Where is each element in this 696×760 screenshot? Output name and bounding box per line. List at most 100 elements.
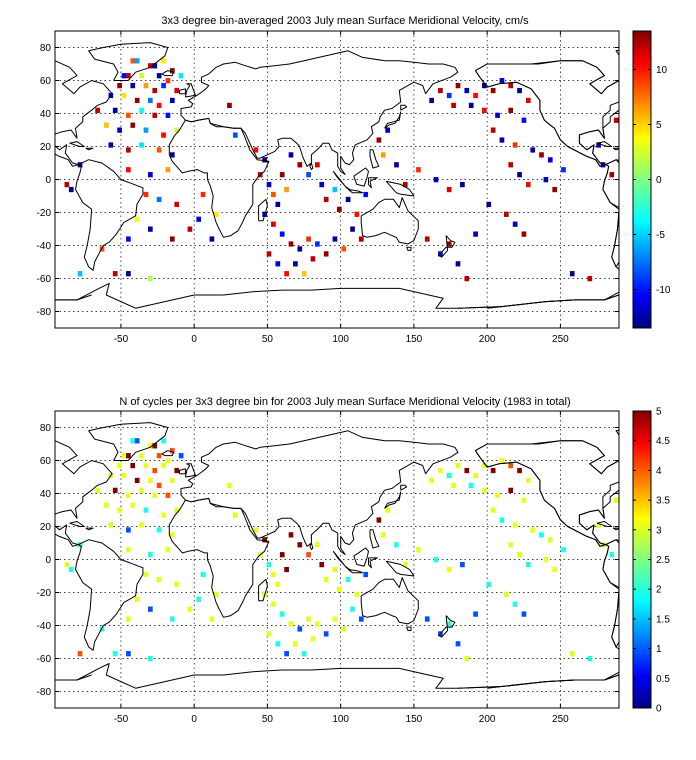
bin-cell — [284, 651, 289, 657]
bin-cell — [64, 181, 70, 188]
colorbar-tick-label: -5 — [656, 230, 665, 241]
bin-cell — [148, 443, 153, 449]
bin-cell — [530, 147, 536, 153]
coastline — [353, 167, 369, 187]
colorbar-tick-label: 5 — [656, 120, 662, 131]
bin-cell — [323, 631, 329, 637]
bin-cell — [156, 147, 162, 153]
bin-cell — [77, 542, 83, 548]
bin-cell — [117, 82, 122, 89]
bin-cell — [178, 73, 184, 79]
y-tick-label: -60 — [37, 654, 52, 665]
bin-cell — [438, 87, 443, 94]
coastline — [406, 246, 412, 251]
coastline — [332, 170, 350, 190]
coastline — [368, 177, 378, 189]
coastline — [457, 674, 619, 689]
bin-cell — [95, 107, 100, 113]
bin-cell — [517, 172, 522, 178]
bin-cell — [156, 527, 162, 533]
bin-cell — [323, 251, 329, 257]
bin-cell — [433, 557, 439, 563]
bin-cell — [253, 147, 259, 153]
bin-cell — [552, 566, 558, 573]
bin-cell — [139, 487, 144, 493]
bin-cell — [332, 236, 338, 242]
bin-cell — [473, 231, 478, 237]
bin-cell — [130, 122, 136, 128]
y-tick-label: -20 — [37, 208, 52, 219]
bin-cell — [380, 152, 386, 158]
bin-cell — [464, 87, 470, 94]
coastline — [332, 550, 350, 570]
bin-cell — [609, 552, 615, 558]
y-tick-label: -20 — [37, 588, 52, 599]
coastline — [368, 557, 378, 569]
bin-cell — [306, 236, 311, 242]
bin-cell — [460, 561, 465, 568]
coastline — [369, 149, 380, 169]
bin-cell — [376, 137, 382, 143]
colorbar-tick-label: 10 — [656, 65, 668, 76]
bin-cell — [561, 167, 566, 173]
bin-cell — [600, 542, 606, 548]
coastline — [179, 88, 186, 95]
bin-cell — [266, 561, 272, 568]
bin-cell — [139, 522, 144, 528]
bin-cell — [332, 616, 338, 622]
colorbar-tick-label: 3.5 — [656, 496, 670, 507]
bin-cell — [271, 191, 276, 198]
bin-cell — [310, 636, 316, 642]
bin-cell — [148, 276, 153, 282]
bin-cell — [170, 477, 175, 484]
coastline — [69, 141, 85, 147]
y-tick-label: 0 — [45, 555, 51, 566]
bin-cell — [473, 472, 478, 479]
bin-cell — [279, 611, 285, 617]
y-tick-label: -80 — [37, 307, 52, 318]
x-tick-label: 250 — [552, 714, 569, 725]
bin-cell — [139, 73, 144, 79]
bin-cell — [455, 641, 461, 647]
bin-cell — [117, 507, 122, 513]
bin-cell — [187, 226, 193, 232]
bin-cell — [446, 92, 452, 99]
coastline — [596, 141, 613, 147]
bin-cell — [174, 467, 180, 474]
bin-cell — [451, 102, 456, 109]
x-tick-label: 0 — [191, 334, 197, 345]
coastline — [602, 159, 619, 270]
coastline — [602, 544, 619, 588]
bin-cell — [143, 191, 149, 198]
velocity-map-title: 3x3 degree bin-averaged 2003 July mean S… — [161, 15, 529, 27]
bin-cell — [165, 112, 171, 118]
bin-cell — [323, 196, 329, 203]
colorbar-tick-label: 0 — [656, 175, 662, 186]
bin-cell — [165, 167, 171, 173]
bin-cell — [297, 162, 303, 168]
bin-cell — [143, 571, 149, 578]
bin-cell — [446, 472, 452, 479]
coastline — [406, 626, 412, 631]
colorbar-tick-label: 3 — [656, 525, 662, 536]
bin-cell — [134, 97, 140, 104]
bin-cell — [332, 566, 338, 573]
bin-cell — [279, 231, 285, 237]
y-tick-label: 80 — [40, 43, 52, 54]
bin-cell — [170, 448, 175, 454]
x-tick-label: 200 — [479, 334, 496, 345]
bin-cell — [473, 611, 478, 617]
coastline — [258, 578, 268, 602]
bin-cell — [152, 492, 158, 498]
bin-cell — [108, 522, 114, 528]
y-tick-label: 40 — [40, 109, 52, 120]
x-tick-label: 150 — [406, 714, 423, 725]
bin-cell — [508, 107, 514, 113]
bin-cell — [126, 453, 131, 459]
bin-cell — [156, 576, 162, 583]
bin-cell — [499, 137, 505, 143]
bin-cell — [539, 152, 544, 158]
bin-cell — [315, 162, 320, 168]
coastline — [88, 422, 169, 461]
y-tick-label: 80 — [40, 423, 52, 434]
